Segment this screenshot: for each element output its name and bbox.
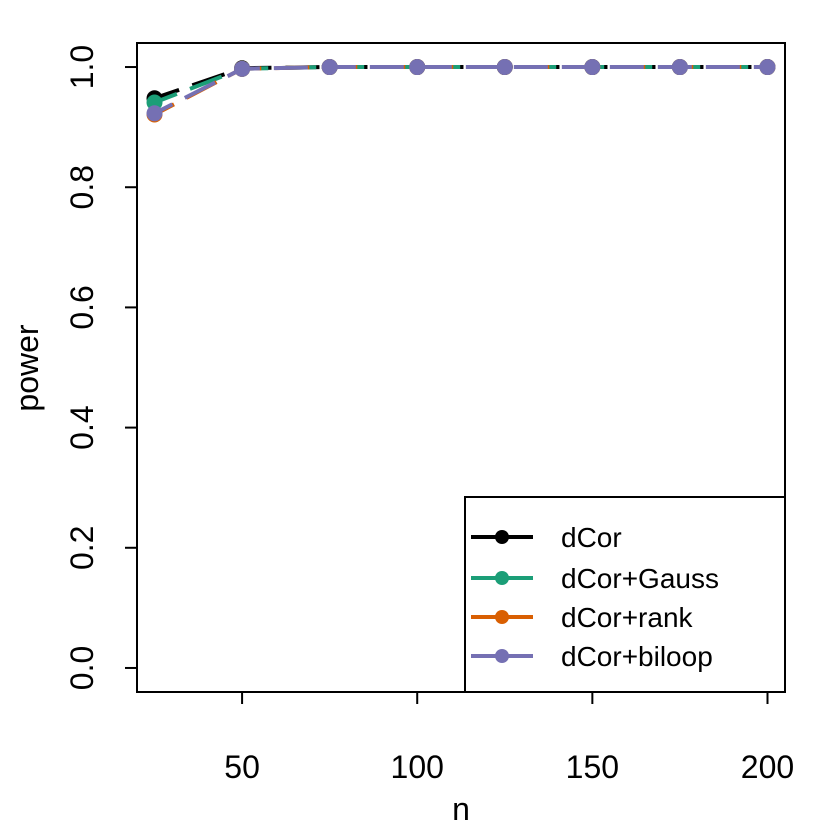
data-point-dcor-biloop: [496, 59, 513, 76]
y-axis-label: power: [9, 324, 45, 412]
y-tick-label: 0.4: [64, 405, 100, 449]
legend-label-dcor-biloop: dCor+biloop: [561, 641, 713, 672]
data-point-dcor-biloop: [409, 59, 426, 76]
x-axis: 50 100 150 200: [224, 691, 794, 785]
legend-label-dcor: dCor: [561, 522, 622, 553]
legend-swatch-point: [495, 649, 509, 663]
legend-swatch-point: [495, 530, 509, 544]
data-point-dcor-biloop: [234, 60, 251, 77]
x-tick-label: 50: [224, 749, 260, 785]
chart-marks: [146, 59, 776, 123]
legend-box: [464, 496, 786, 693]
data-point-dcor-biloop: [584, 59, 601, 76]
y-tick-label: 0.0: [64, 646, 100, 690]
y-tick-label: 0.8: [64, 165, 100, 209]
x-tick-label: 150: [566, 749, 619, 785]
data-point-dcor-biloop: [146, 105, 163, 122]
legend-label-dcor-rank: dCor+rank: [561, 602, 694, 633]
legend: dCor dCor+Gauss dCor+rank dCor+biloop: [464, 496, 786, 693]
legend-label-dcor-gauss: dCor+Gauss: [561, 563, 719, 594]
x-axis-label: n: [452, 791, 470, 827]
x-tick-label: 200: [741, 749, 794, 785]
y-tick-label: 1.0: [64, 45, 100, 89]
series-dcor-biloop: [146, 59, 776, 122]
legend-swatch-point: [495, 610, 509, 624]
data-point-dcor-biloop: [321, 59, 338, 76]
y-tick-label: 0.2: [64, 526, 100, 570]
data-point-dcor-biloop: [671, 59, 688, 76]
legend-swatch-point: [495, 571, 509, 585]
y-tick-label: 0.6: [64, 285, 100, 329]
x-tick-label: 100: [391, 749, 444, 785]
data-point-dcor-biloop: [759, 59, 776, 76]
series-line-dcor-biloop: [153, 65, 768, 116]
y-axis: 0.0 0.2 0.4 0.6 0.8 1.0: [64, 45, 138, 690]
